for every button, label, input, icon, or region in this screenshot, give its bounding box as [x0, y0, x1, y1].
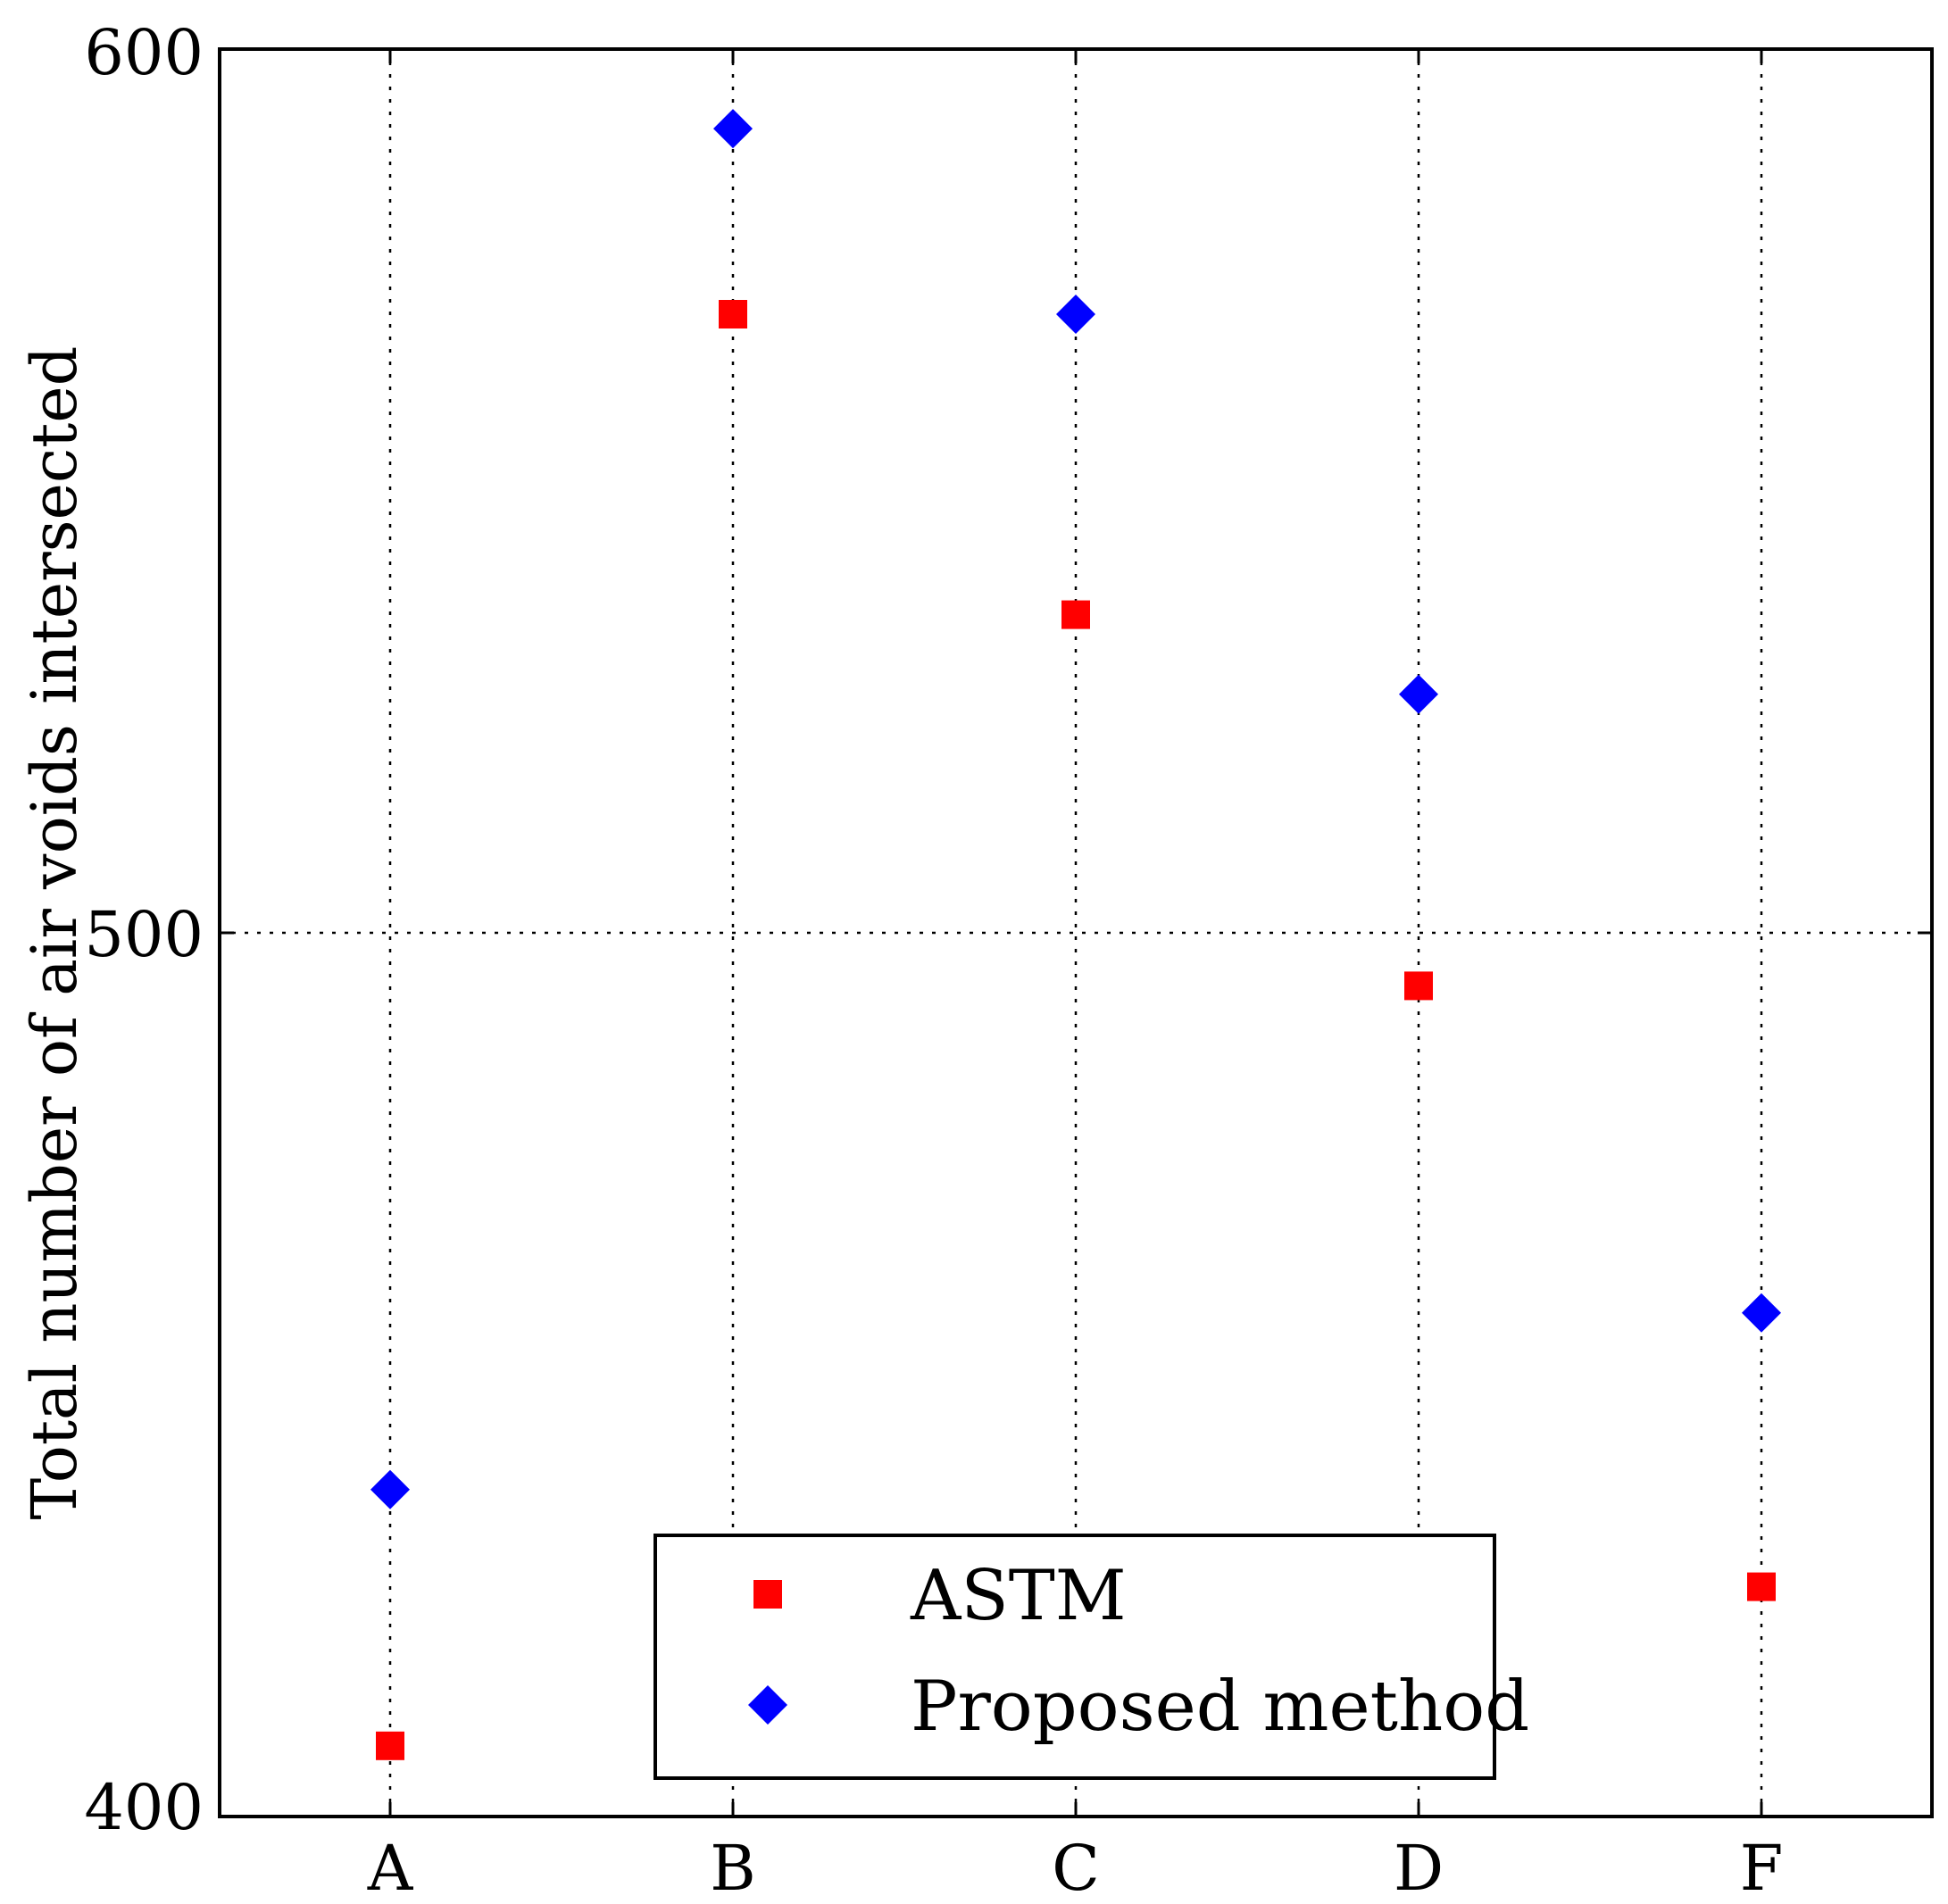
legend-label-astm: ASTM	[910, 1556, 1127, 1636]
axis-ticks: A B C D F 400 500 600	[84, 16, 1932, 1904]
y-axis-label: Total number of air voids intersected	[18, 346, 91, 1520]
point-astm-c	[1061, 600, 1090, 629]
y-tick-label: 400	[84, 1771, 204, 1844]
legend-box	[653, 1534, 1496, 1780]
x-tick-label: A	[367, 1832, 414, 1904]
legend: ASTM Proposed method	[653, 1534, 1529, 1780]
legend-label-proposed-method: Proposed method	[911, 1667, 1529, 1747]
point-proposed-method-f	[1742, 1293, 1781, 1333]
data-points	[370, 109, 1781, 1760]
legend-marker-astm	[753, 1580, 782, 1609]
x-tick-label: B	[710, 1832, 755, 1904]
point-astm-d	[1404, 971, 1433, 1001]
legend-marker-proposed-method	[748, 1685, 787, 1725]
point-astm-a	[376, 1731, 404, 1760]
x-tick-label: F	[1740, 1832, 1784, 1904]
point-proposed-method-c	[1056, 295, 1095, 334]
point-astm-f	[1747, 1572, 1776, 1601]
x-tick-label: D	[1394, 1832, 1444, 1904]
point-proposed-method-d	[1399, 674, 1438, 714]
grid-lines	[220, 49, 1932, 1817]
point-proposed-method-a	[370, 1469, 410, 1509]
x-tick-label: C	[1052, 1832, 1100, 1904]
point-proposed-method-b	[713, 109, 753, 149]
point-astm-b	[719, 300, 747, 328]
y-tick-label: 600	[84, 16, 204, 89]
y-tick-label: 500	[84, 898, 204, 971]
